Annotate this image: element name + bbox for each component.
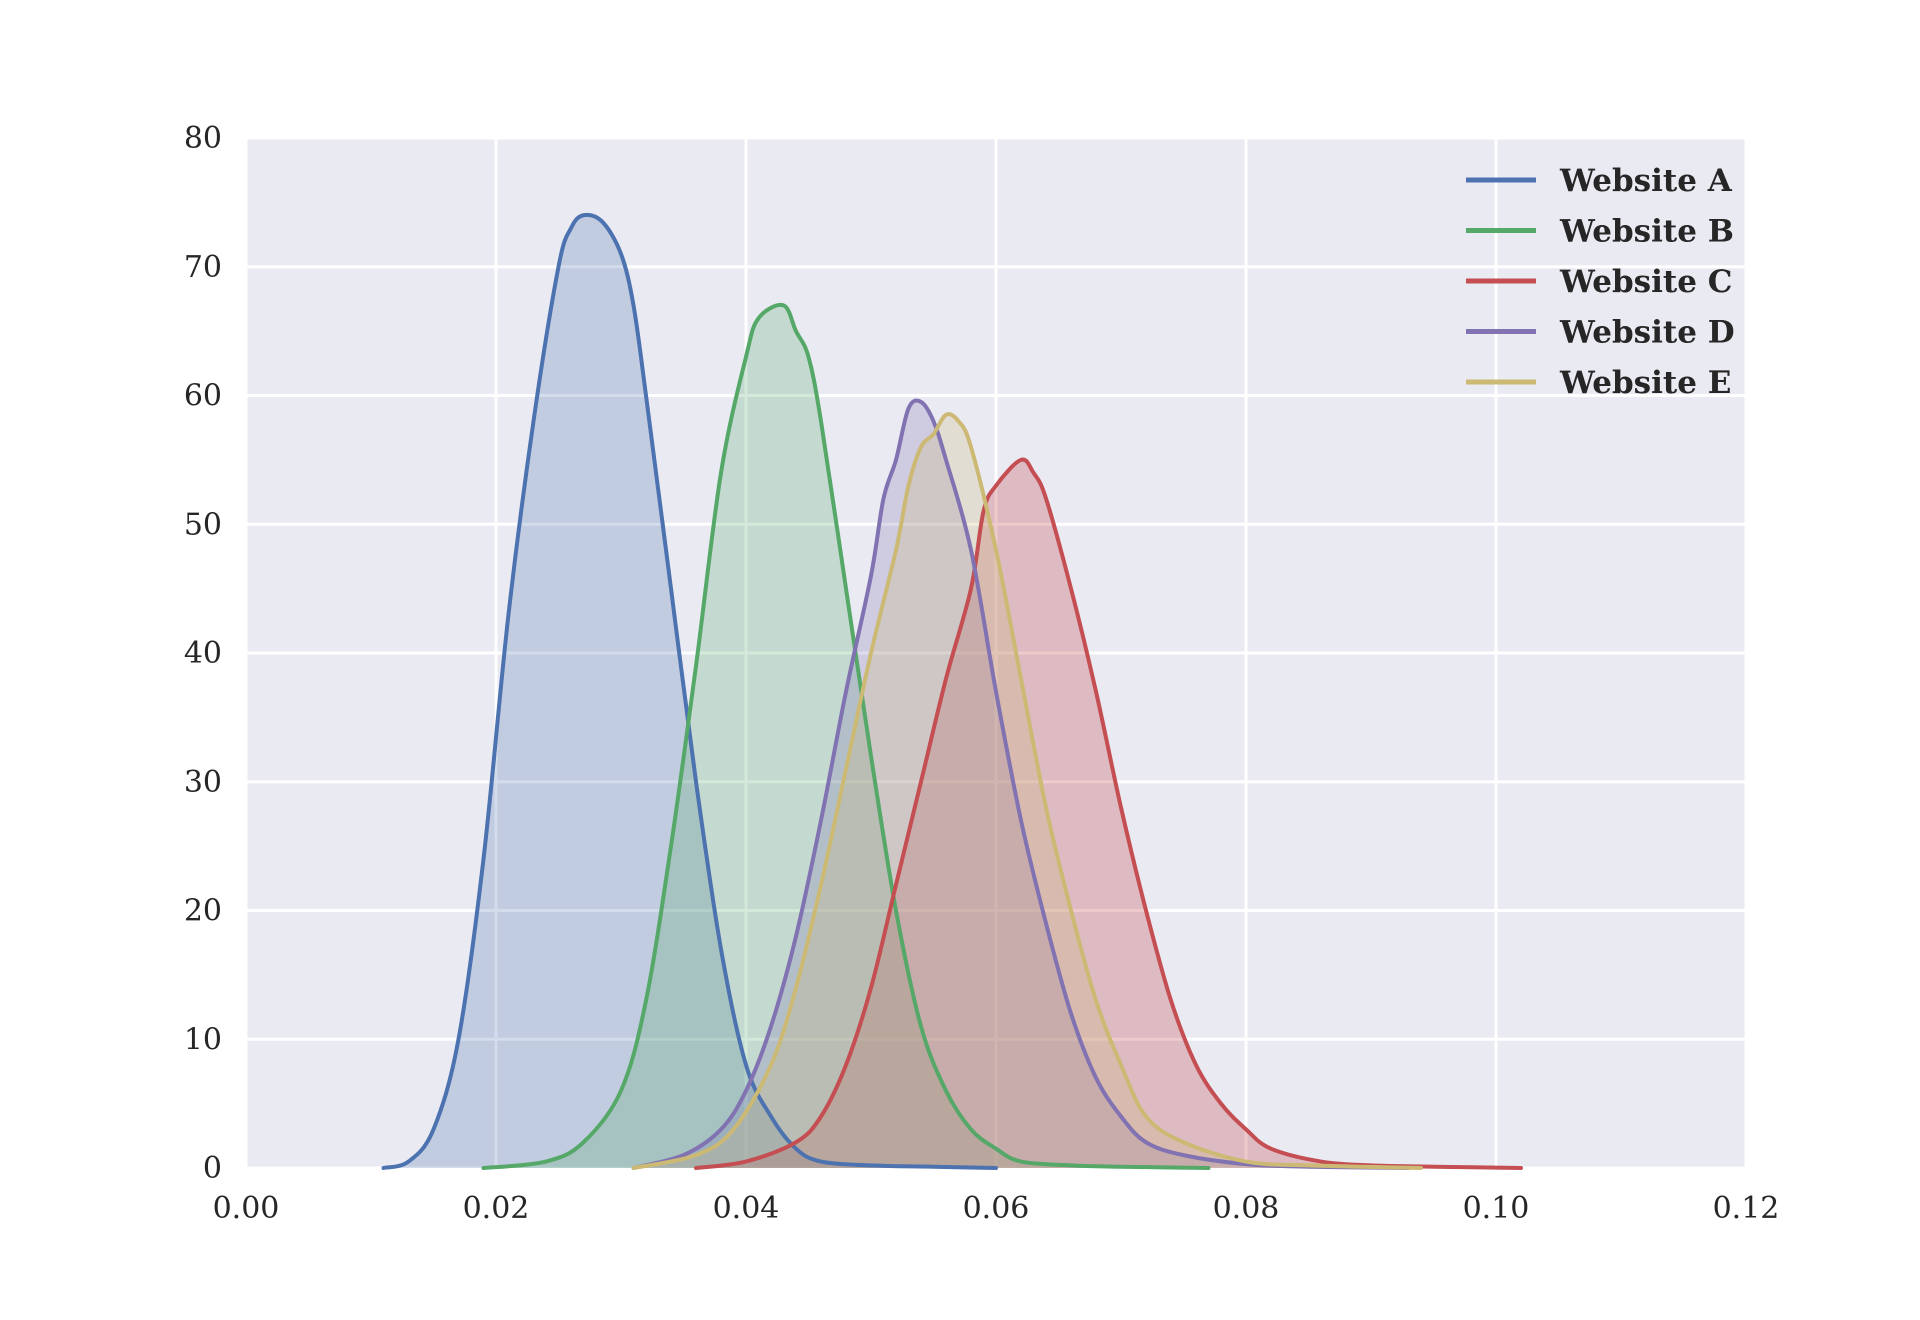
x-tick-label: 0.02 bbox=[463, 1191, 530, 1226]
y-tick-label: 50 bbox=[184, 507, 222, 542]
y-tick-label: 80 bbox=[184, 121, 222, 156]
website-b-area bbox=[483, 304, 1209, 1168]
y-tick-label: 0 bbox=[203, 1151, 222, 1186]
y-axis-tick-labels: 0 10 20 30 40 50 60 70 80 bbox=[184, 121, 222, 1186]
legend-label: Website E bbox=[1559, 365, 1731, 401]
series-fills bbox=[383, 214, 1521, 1169]
website-b-line bbox=[481, 302, 1211, 1170]
x-tick-label: 0.06 bbox=[963, 1191, 1030, 1226]
website-c-area bbox=[696, 459, 1521, 1168]
y-tick-label: 60 bbox=[184, 379, 222, 414]
website-a-area bbox=[383, 214, 996, 1169]
website-d-line bbox=[631, 398, 1411, 1170]
website-e-area bbox=[633, 414, 1421, 1168]
legend-label: Website B bbox=[1559, 214, 1734, 250]
x-tick-label: 0.12 bbox=[1713, 1191, 1780, 1226]
legend-item: Website E bbox=[1466, 365, 1731, 401]
y-tick-label: 20 bbox=[184, 894, 222, 929]
x-tick-label: 0.08 bbox=[1213, 1191, 1280, 1226]
x-tick-label: 0.10 bbox=[1463, 1191, 1530, 1226]
website-d-area bbox=[633, 400, 1409, 1168]
x-tick-label: 0.04 bbox=[713, 1191, 780, 1226]
x-tick-label: 0.00 bbox=[213, 1191, 280, 1226]
legend-item: Website A bbox=[1466, 163, 1733, 199]
website-e-line bbox=[631, 412, 1423, 1170]
x-axis-tick-labels: 0.00 0.02 0.04 0.06 0.08 0.10 0.12 bbox=[213, 1191, 1780, 1226]
series-lines bbox=[381, 212, 1523, 1170]
legend: Website A Website B Website C Website D Webs… bbox=[1466, 163, 1735, 401]
y-tick-label: 10 bbox=[184, 1022, 222, 1057]
y-tick-label: 30 bbox=[184, 765, 222, 800]
legend-label: Website A bbox=[1559, 163, 1733, 199]
legend-label: Website C bbox=[1559, 264, 1732, 300]
website-a-line bbox=[381, 212, 998, 1170]
legend-item: Website B bbox=[1466, 214, 1734, 250]
legend-label: Website D bbox=[1559, 315, 1735, 351]
y-tick-label: 40 bbox=[184, 636, 222, 671]
legend-item: Website D bbox=[1466, 315, 1735, 351]
legend-item: Website C bbox=[1466, 264, 1732, 300]
website-c-line bbox=[694, 457, 1523, 1170]
y-tick-label: 70 bbox=[184, 250, 222, 285]
